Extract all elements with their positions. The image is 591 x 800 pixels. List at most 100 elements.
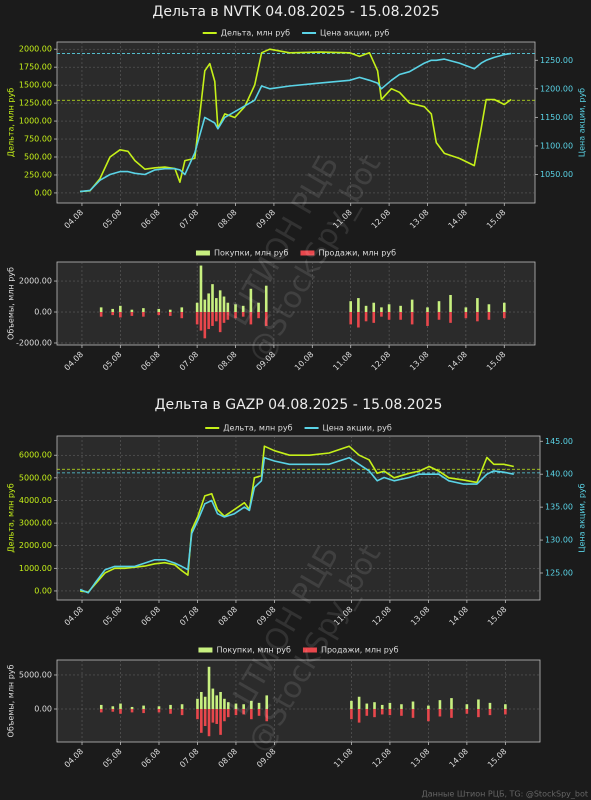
bar — [388, 702, 392, 709]
y2-axis-label: Цена акции, руб — [578, 88, 587, 157]
bar — [215, 298, 218, 313]
bar — [130, 708, 134, 713]
bar — [449, 294, 452, 313]
bar — [180, 708, 184, 716]
bar — [265, 695, 269, 709]
bar — [364, 312, 368, 322]
bar — [211, 688, 215, 709]
bar — [488, 702, 492, 709]
bar — [157, 708, 161, 713]
bar — [476, 312, 479, 322]
bar — [372, 302, 376, 313]
y2-tick-label: 1050.00 — [540, 170, 573, 179]
bar — [349, 312, 353, 325]
bar — [410, 299, 414, 313]
bar — [207, 312, 210, 330]
bar — [199, 265, 203, 313]
bar — [410, 312, 414, 325]
bar — [169, 708, 172, 714]
y2-tick-label: 125.00 — [545, 568, 573, 577]
bar — [119, 305, 122, 313]
y-tick-label: 750.00 — [24, 135, 52, 144]
bar — [99, 312, 103, 317]
legend-label: Продажи, млн руб — [321, 646, 399, 655]
bar — [196, 708, 199, 720]
legend-label: Покупки, млн руб — [214, 249, 289, 258]
bar — [180, 312, 184, 319]
bar — [142, 708, 145, 714]
y-tick-label: 2000.00 — [19, 45, 52, 54]
bar — [438, 708, 442, 717]
bar — [234, 312, 237, 319]
y-tick-label: 1250.00 — [19, 99, 52, 108]
bar — [111, 308, 114, 313]
bar — [438, 700, 442, 709]
bar — [502, 302, 506, 313]
y2-tick-label: 1100.00 — [540, 141, 573, 150]
y-axis-label: Объемы, млн руб — [7, 664, 16, 737]
chart-title: Дельта в NVTK 04.08.2025 - 15.08.2025 — [152, 4, 439, 20]
bar — [111, 706, 115, 709]
bar — [211, 312, 214, 326]
bar — [350, 700, 353, 709]
y-axis-label: Объемы, млн руб — [7, 267, 16, 340]
bar — [357, 312, 360, 328]
line-series — [79, 52, 512, 193]
bar — [465, 704, 469, 709]
bar — [399, 305, 402, 313]
bar — [250, 700, 253, 709]
y2-tick-label: 1250.00 — [540, 56, 573, 65]
bar — [218, 290, 222, 313]
bar — [250, 708, 253, 720]
y-tick-label: 0.00 — [34, 586, 52, 595]
bar — [218, 312, 222, 333]
bar — [387, 312, 391, 320]
bar — [487, 312, 491, 320]
bar — [234, 703, 238, 709]
bar — [200, 708, 203, 733]
bar — [157, 308, 161, 313]
bar — [257, 702, 261, 709]
bar — [219, 708, 222, 735]
bar — [99, 307, 103, 313]
bar — [203, 299, 207, 313]
bar — [119, 708, 122, 714]
bar — [357, 708, 361, 723]
legend: Дельта, млн руб Цена акции, руб — [205, 424, 392, 433]
y-axis-label: Дельта, млн руб — [7, 483, 16, 552]
bar — [99, 704, 103, 709]
bar — [249, 312, 253, 325]
legend-label: Цена акции, руб — [323, 424, 392, 433]
bar — [504, 708, 507, 715]
bar — [357, 696, 361, 709]
y-tick-label: 1500.00 — [19, 81, 52, 90]
bar — [130, 309, 134, 313]
bar — [387, 304, 391, 313]
bar — [130, 312, 134, 316]
y2-tick-label: 1200.00 — [540, 84, 573, 93]
line-series — [79, 48, 512, 193]
bar — [249, 288, 253, 313]
bar — [234, 304, 237, 313]
bar — [450, 708, 453, 718]
bar — [241, 312, 245, 317]
bar — [215, 695, 219, 709]
bar — [111, 708, 115, 712]
bar — [477, 708, 480, 718]
legend-label: Дельта, млн руб — [221, 29, 290, 38]
y2-tick-label: 140.00 — [545, 470, 573, 479]
legend-label: Дельта, млн руб — [223, 424, 292, 433]
bar — [488, 708, 492, 716]
bar — [111, 312, 114, 316]
bar — [364, 305, 368, 313]
line-series — [79, 456, 514, 594]
bar — [476, 298, 479, 313]
y-tick-label: 3000.00 — [19, 519, 52, 528]
line-series — [79, 445, 514, 593]
bar — [226, 702, 230, 709]
bar — [242, 708, 245, 715]
bar — [222, 296, 226, 313]
bar — [437, 312, 441, 320]
y2-tick-label: 130.00 — [545, 536, 573, 545]
